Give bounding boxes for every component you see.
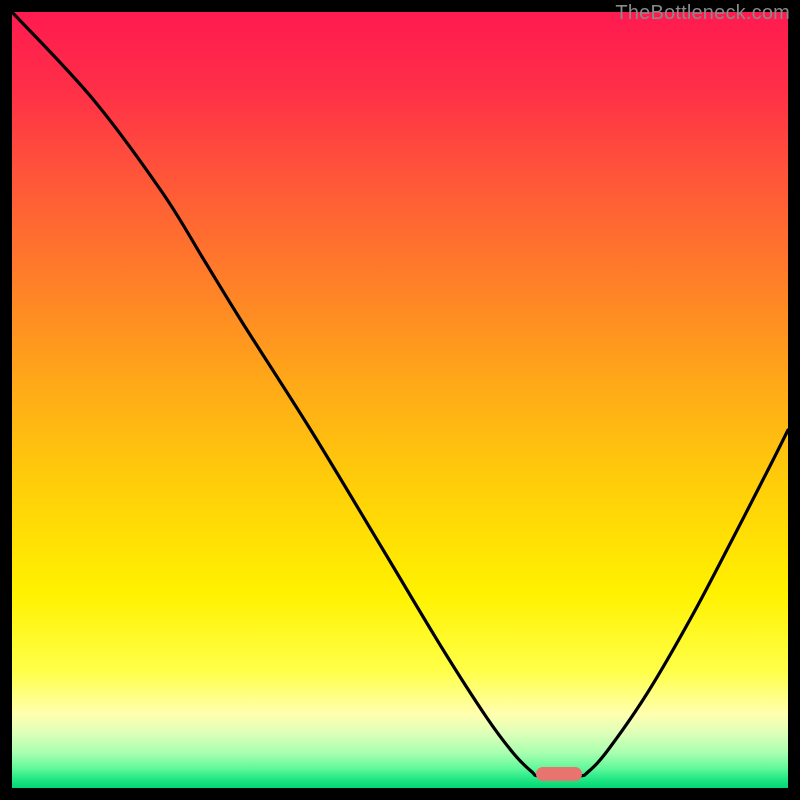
gradient-background — [12, 12, 788, 788]
chart-frame: TheBottleneck.com — [0, 0, 800, 800]
gradient-rect — [12, 12, 788, 788]
plot-area — [12, 12, 788, 788]
